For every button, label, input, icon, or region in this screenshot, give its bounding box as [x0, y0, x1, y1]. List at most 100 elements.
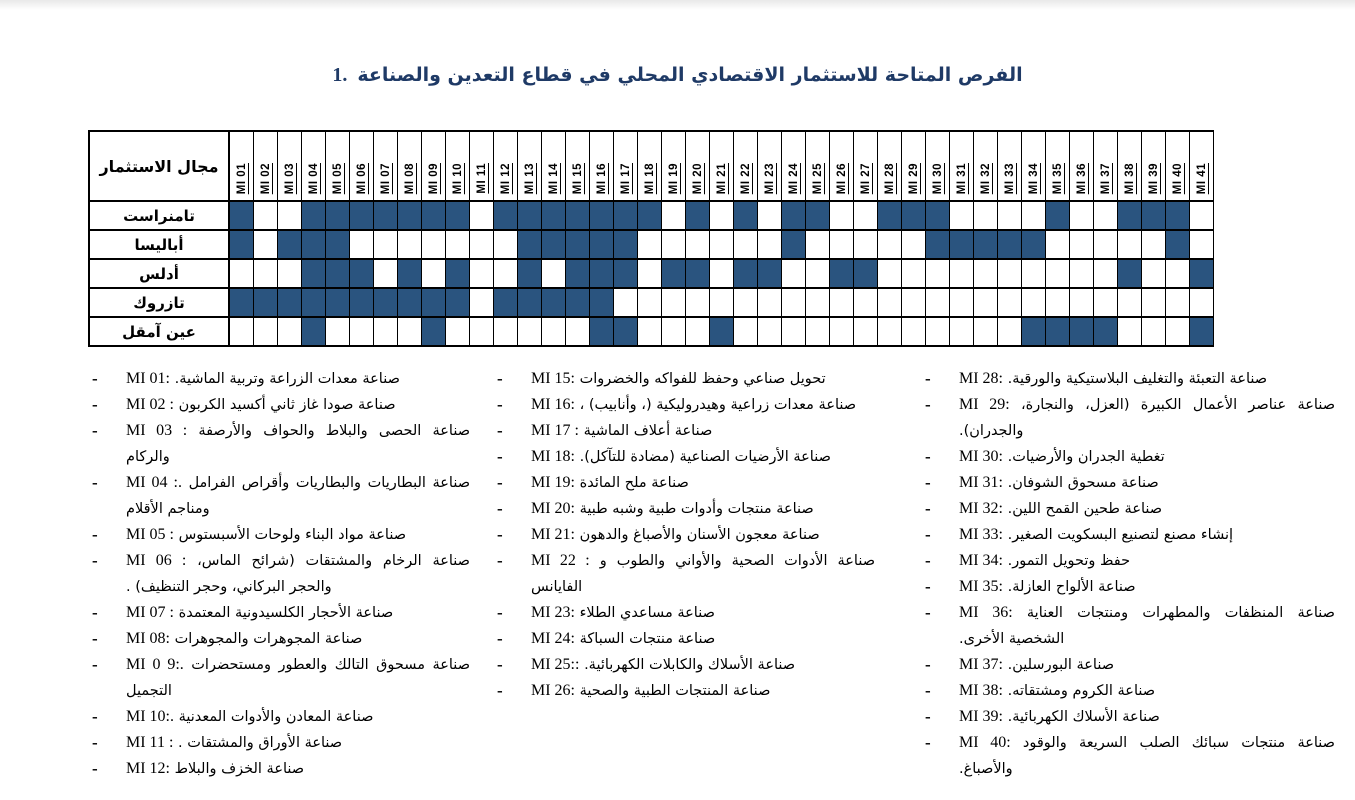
legend-item-description: صناعة الألواح العازلة.	[1007, 579, 1136, 595]
matrix-cell	[926, 231, 950, 260]
matrix-cell	[782, 318, 806, 347]
matrix-cell	[974, 318, 998, 347]
matrix-cell	[830, 202, 854, 231]
matrix-cell	[566, 289, 590, 318]
legend-item: - MI 20: صناعة منتجات وأدوات طبية وشبه طب…	[497, 496, 875, 522]
matrix-cell	[998, 318, 1022, 347]
legend-item-dash: -	[92, 733, 98, 752]
matrix-cell	[878, 260, 902, 289]
matrix-cell	[662, 318, 686, 347]
table-corner-header: مجال الاستثمار	[90, 132, 230, 202]
legend-item-text: MI 31: صناعة مسحوق الشوفان.	[959, 470, 1335, 496]
matrix-cell	[950, 289, 974, 318]
matrix-cell	[326, 231, 350, 260]
column-header: MI 22	[734, 132, 758, 202]
legend-column-3: - MI 28: صناعة التعبئة والتغليف البلاستيك…	[925, 366, 1335, 782]
legend-column-1: - MI 01: صناعة معدات الزراعة وتربية الماش…	[92, 366, 470, 782]
column-header-label: MI 34	[1027, 162, 1040, 194]
column-header-label: MI 27	[859, 162, 872, 194]
legend-item-code: MI 05 :	[126, 526, 174, 543]
legend-item: - MI 06 : صناعة الرخام والمشتقات (شرائح ا…	[92, 548, 470, 600]
legend-item-text: MI 26: صناعة المنتجات الطبية والصحية	[531, 678, 875, 704]
title-number: 1.	[332, 64, 348, 86]
matrix-cell	[278, 289, 302, 318]
legend-item-description: إنشاء مصنع لتصنيع البسكويت الصغير.	[1007, 527, 1234, 543]
matrix-cell	[686, 260, 710, 289]
column-header: MI 17	[614, 132, 638, 202]
row-label: أباليسا	[90, 231, 230, 260]
matrix-cell	[1070, 202, 1094, 231]
legend-item: - MI 38: صناعة الكروم ومشتقاته.	[925, 678, 1335, 704]
matrix-cell	[470, 318, 494, 347]
legend-item-code: MI 17 :	[531, 422, 579, 439]
matrix-cell	[1190, 202, 1214, 231]
legend-item-text: MI 38: صناعة الكروم ومشتقاته.	[959, 678, 1335, 704]
matrix-cell	[446, 289, 470, 318]
column-header-label: MI 36	[1075, 162, 1088, 194]
legend-item: - MI 07 : صناعة الأحجار الكلسيدونية المعت…	[92, 600, 470, 626]
matrix-cell	[230, 231, 254, 260]
legend-item: - MI 17 : صناعة أعلاف الماشية	[497, 418, 875, 444]
matrix-cell	[806, 260, 830, 289]
column-header: MI 12	[494, 132, 518, 202]
matrix-cell	[926, 260, 950, 289]
legend-item-dash: -	[497, 447, 503, 466]
matrix-cell	[806, 289, 830, 318]
matrix-cell	[854, 289, 878, 318]
column-header: MI 38	[1118, 132, 1142, 202]
legend-item: - MI 0 9:. صناعة مسحوق التالك والعطور ومس…	[92, 652, 470, 704]
legend-item: - MI 32: صناعة طحين القمح اللين.	[925, 496, 1335, 522]
matrix-cell	[830, 289, 854, 318]
matrix-cell	[806, 318, 830, 347]
matrix-cell	[830, 318, 854, 347]
matrix-cell	[494, 202, 518, 231]
legend-item-description: صناعة البطاريات والبطاريات وأقراص الفرام…	[126, 475, 471, 517]
column-header-label: MI 09	[427, 162, 440, 194]
legend-item-code: MI 06 :	[126, 552, 187, 569]
legend-item-text: MI 06 : صناعة الرخام والمشتقات (شرائح ال…	[126, 548, 470, 600]
column-header: MI 32	[974, 132, 998, 202]
legend-item-code: MI 22 :	[531, 552, 590, 569]
column-header-label: MI 18	[643, 162, 656, 194]
legend-item-description: صناعة أعلاف الماشية	[583, 423, 713, 439]
matrix-cell	[374, 231, 398, 260]
column-header-label: MI 19	[667, 162, 680, 194]
matrix-cell	[902, 260, 926, 289]
matrix-cell	[590, 289, 614, 318]
legend-item-description: صناعة مساعدي الطلاء	[579, 605, 715, 621]
matrix-cell	[302, 202, 326, 231]
legend-item-description: صناعة صودا غاز ثاني أكسيد الكربون	[178, 397, 396, 413]
column-header: MI 03	[278, 132, 302, 202]
matrix-cell	[974, 202, 998, 231]
matrix-cell	[230, 289, 254, 318]
matrix-cell	[878, 318, 902, 347]
matrix-cell	[806, 231, 830, 260]
column-header-label: MI 33	[1003, 162, 1016, 194]
legend-item-text: MI 16: صناعة معدات زراعية وهيدروليكية (،…	[531, 392, 875, 418]
legend-item: - MI 39: صناعة الأسلاك الكهربائية.	[925, 704, 1335, 730]
legend-item-code: MI 07 :	[126, 604, 174, 621]
matrix-cell	[1094, 260, 1118, 289]
matrix-cell	[1118, 260, 1142, 289]
column-header-label: MI 29	[907, 162, 920, 194]
matrix-cell	[566, 260, 590, 289]
column-header: MI 05	[326, 132, 350, 202]
matrix-cell	[1022, 202, 1046, 231]
matrix-cell	[902, 318, 926, 347]
matrix-cell	[1070, 231, 1094, 260]
legend-item-description: حفظ وتحويل التمور.	[1007, 553, 1131, 569]
matrix-cell	[470, 231, 494, 260]
legend-item-text: MI 02 : صناعة صودا غاز ثاني أكسيد الكربو…	[126, 392, 470, 418]
matrix-cell	[1166, 318, 1190, 347]
legend-item-description: صناعة الخزف والبلاط	[174, 761, 305, 777]
matrix-cell	[350, 202, 374, 231]
legend-item-code: MI 04 :.	[126, 474, 182, 491]
matrix-cell	[542, 318, 566, 347]
legend-item: - MI 26: صناعة المنتجات الطبية والصحية	[497, 678, 875, 704]
matrix-cell	[998, 231, 1022, 260]
matrix-cell	[950, 231, 974, 260]
legend-item: - MI 29: صناعة عناصر الأعمال الكبيرة (الع…	[925, 392, 1335, 444]
matrix-cell	[374, 289, 398, 318]
column-header-label: MI 03	[283, 162, 296, 194]
legend-item-dash: -	[92, 759, 98, 778]
